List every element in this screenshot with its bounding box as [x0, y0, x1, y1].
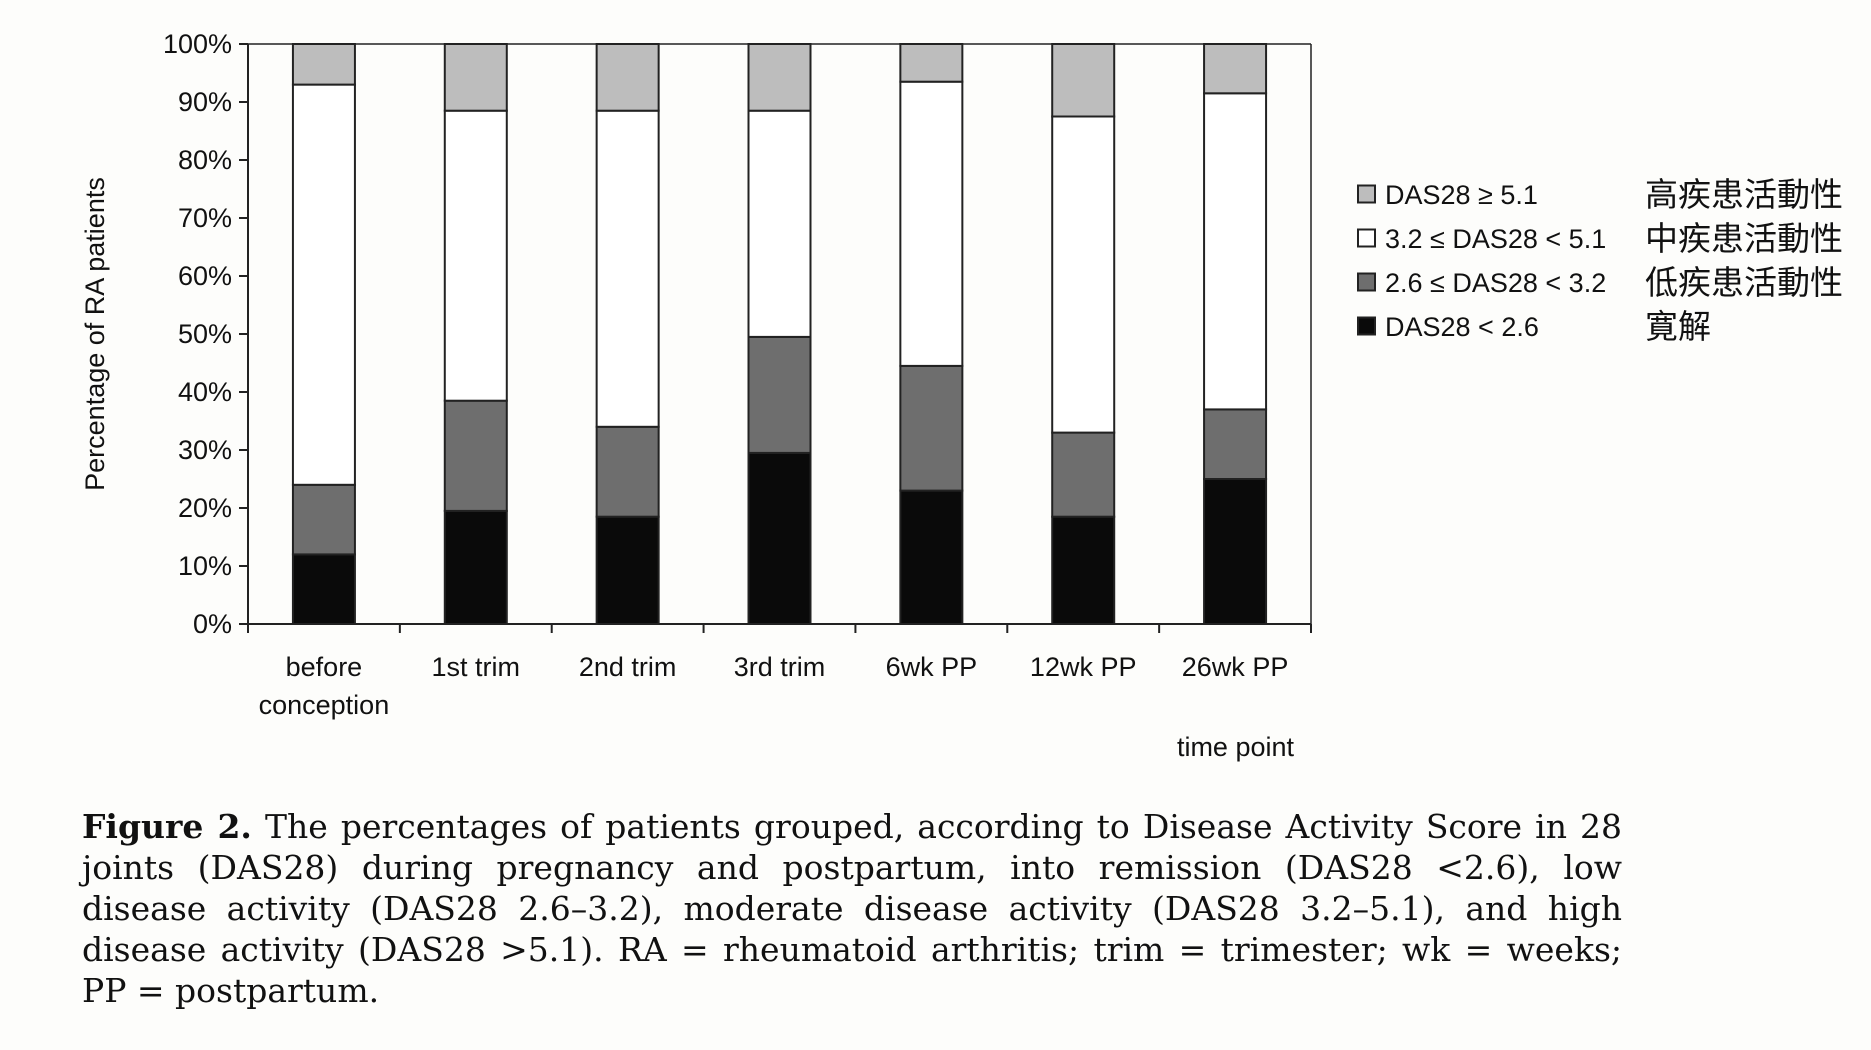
figure-label: Figure 2. [82, 807, 252, 846]
bar-segment [899, 43, 964, 83]
y-axis-title: Percentage of RA patients [80, 177, 110, 491]
bar-segment [747, 43, 812, 112]
bar-segment [443, 43, 508, 112]
y-tick-label: 50% [178, 319, 232, 349]
bar-segment [899, 364, 964, 492]
bar-segment [899, 489, 964, 625]
bar-segment [595, 425, 660, 518]
bar-segment [1051, 515, 1116, 626]
bar-segment [1203, 408, 1268, 480]
bar-segment [443, 509, 508, 625]
y-axis: 0% 10% 20% 30% 40% 50% 60% 70% 80% 90% 100% [163, 29, 249, 639]
legend-label: 3.2 ≤ DAS28 < 5.1 [1385, 224, 1606, 254]
legend-annotation: 中疾患活動性 [1645, 219, 1843, 258]
x-category-label: 12wk PP [1030, 652, 1137, 682]
x-category-label: before [286, 652, 363, 682]
legend-annotation: 寛解 [1645, 307, 1711, 346]
bar-segment [1203, 478, 1268, 625]
bar-stack [747, 43, 812, 625]
x-category-label: 26wk PP [1182, 652, 1289, 682]
legend-swatch [1357, 228, 1376, 248]
legend-item: 2.6 ≤ DAS28 < 3.2 低疾患活動性 [1357, 263, 1843, 302]
legend-item: DAS28 ≥ 5.1 高疾患活動性 [1357, 175, 1843, 214]
legend-annotation: 低疾患活動性 [1645, 263, 1843, 302]
legend-label: DAS28 ≥ 5.1 [1385, 180, 1538, 210]
bar-stack [595, 43, 660, 626]
bar-segment [747, 451, 812, 625]
bar-segment [443, 399, 508, 512]
bar-stack [1051, 43, 1116, 626]
y-tick-label: 30% [178, 435, 232, 465]
bar-segment [291, 83, 356, 486]
stacked-bar-chart: 0% 10% 20% 30% 40% 50% 60% 70% 80% 90% 100% before… [80, 29, 1843, 762]
bar-stack [443, 43, 508, 625]
bar-segment [1203, 92, 1268, 411]
legend-item: 3.2 ≤ DAS28 < 5.1 中疾患活動性 [1357, 219, 1843, 258]
y-tick-label: 10% [178, 551, 232, 581]
legend-label: 2.6 ≤ DAS28 < 3.2 [1385, 268, 1606, 298]
bar-segment [443, 109, 508, 402]
legend-item: DAS28 < 2.6 寛解 [1357, 307, 1711, 346]
bar-segment [747, 109, 812, 338]
legend-annotation: 高疾患活動性 [1645, 175, 1843, 214]
caption-text: The percentages of patients grouped, acc… [82, 807, 1623, 1010]
x-category-label: conception [259, 690, 390, 720]
y-tick-label: 40% [178, 377, 232, 407]
y-tick-label: 0% [193, 609, 232, 639]
figure-caption: Figure 2. The percentages of patients gr… [82, 806, 1622, 1011]
y-tick-label: 100% [163, 29, 232, 59]
bar-segment [291, 553, 356, 626]
x-category-label: 6wk PP [886, 652, 978, 682]
x-axis-title: time point [1177, 732, 1295, 762]
legend-swatch [1357, 272, 1376, 292]
bar-segment [595, 109, 660, 428]
y-tick-label: 90% [178, 87, 232, 117]
y-tick-label: 70% [178, 203, 232, 233]
bar-segment [1203, 43, 1268, 95]
legend-swatch [1357, 316, 1376, 336]
x-category-label: 3rd trim [734, 652, 826, 682]
y-tick-label: 60% [178, 261, 232, 291]
bar-segment [291, 43, 356, 86]
bar-segment [1051, 43, 1116, 118]
bar-segment [291, 483, 356, 556]
legend-swatch [1357, 184, 1376, 204]
bar-segment [899, 80, 964, 367]
bar-segment [595, 515, 660, 626]
bar-stack [899, 43, 964, 625]
bar-segment [747, 335, 812, 454]
bar-segment [595, 43, 660, 112]
y-tick-label: 80% [178, 145, 232, 175]
bar-stack [291, 43, 356, 626]
legend: DAS28 ≥ 5.1 高疾患活動性 3.2 ≤ DAS28 < 5.1 中疾患活動性… [1357, 175, 1843, 346]
y-tick-label: 20% [178, 493, 232, 523]
bar-stack [1203, 43, 1268, 625]
bar-segment [1051, 431, 1116, 518]
plot-area [248, 43, 1312, 626]
legend-label: DAS28 < 2.6 [1385, 312, 1539, 342]
x-category-label: 2nd trim [579, 652, 677, 682]
x-category-label: 1st trim [432, 652, 521, 682]
x-axis: before conception 1st trim 2nd trim 3rd trim… [247, 623, 1312, 720]
bar-segment [1051, 115, 1116, 434]
